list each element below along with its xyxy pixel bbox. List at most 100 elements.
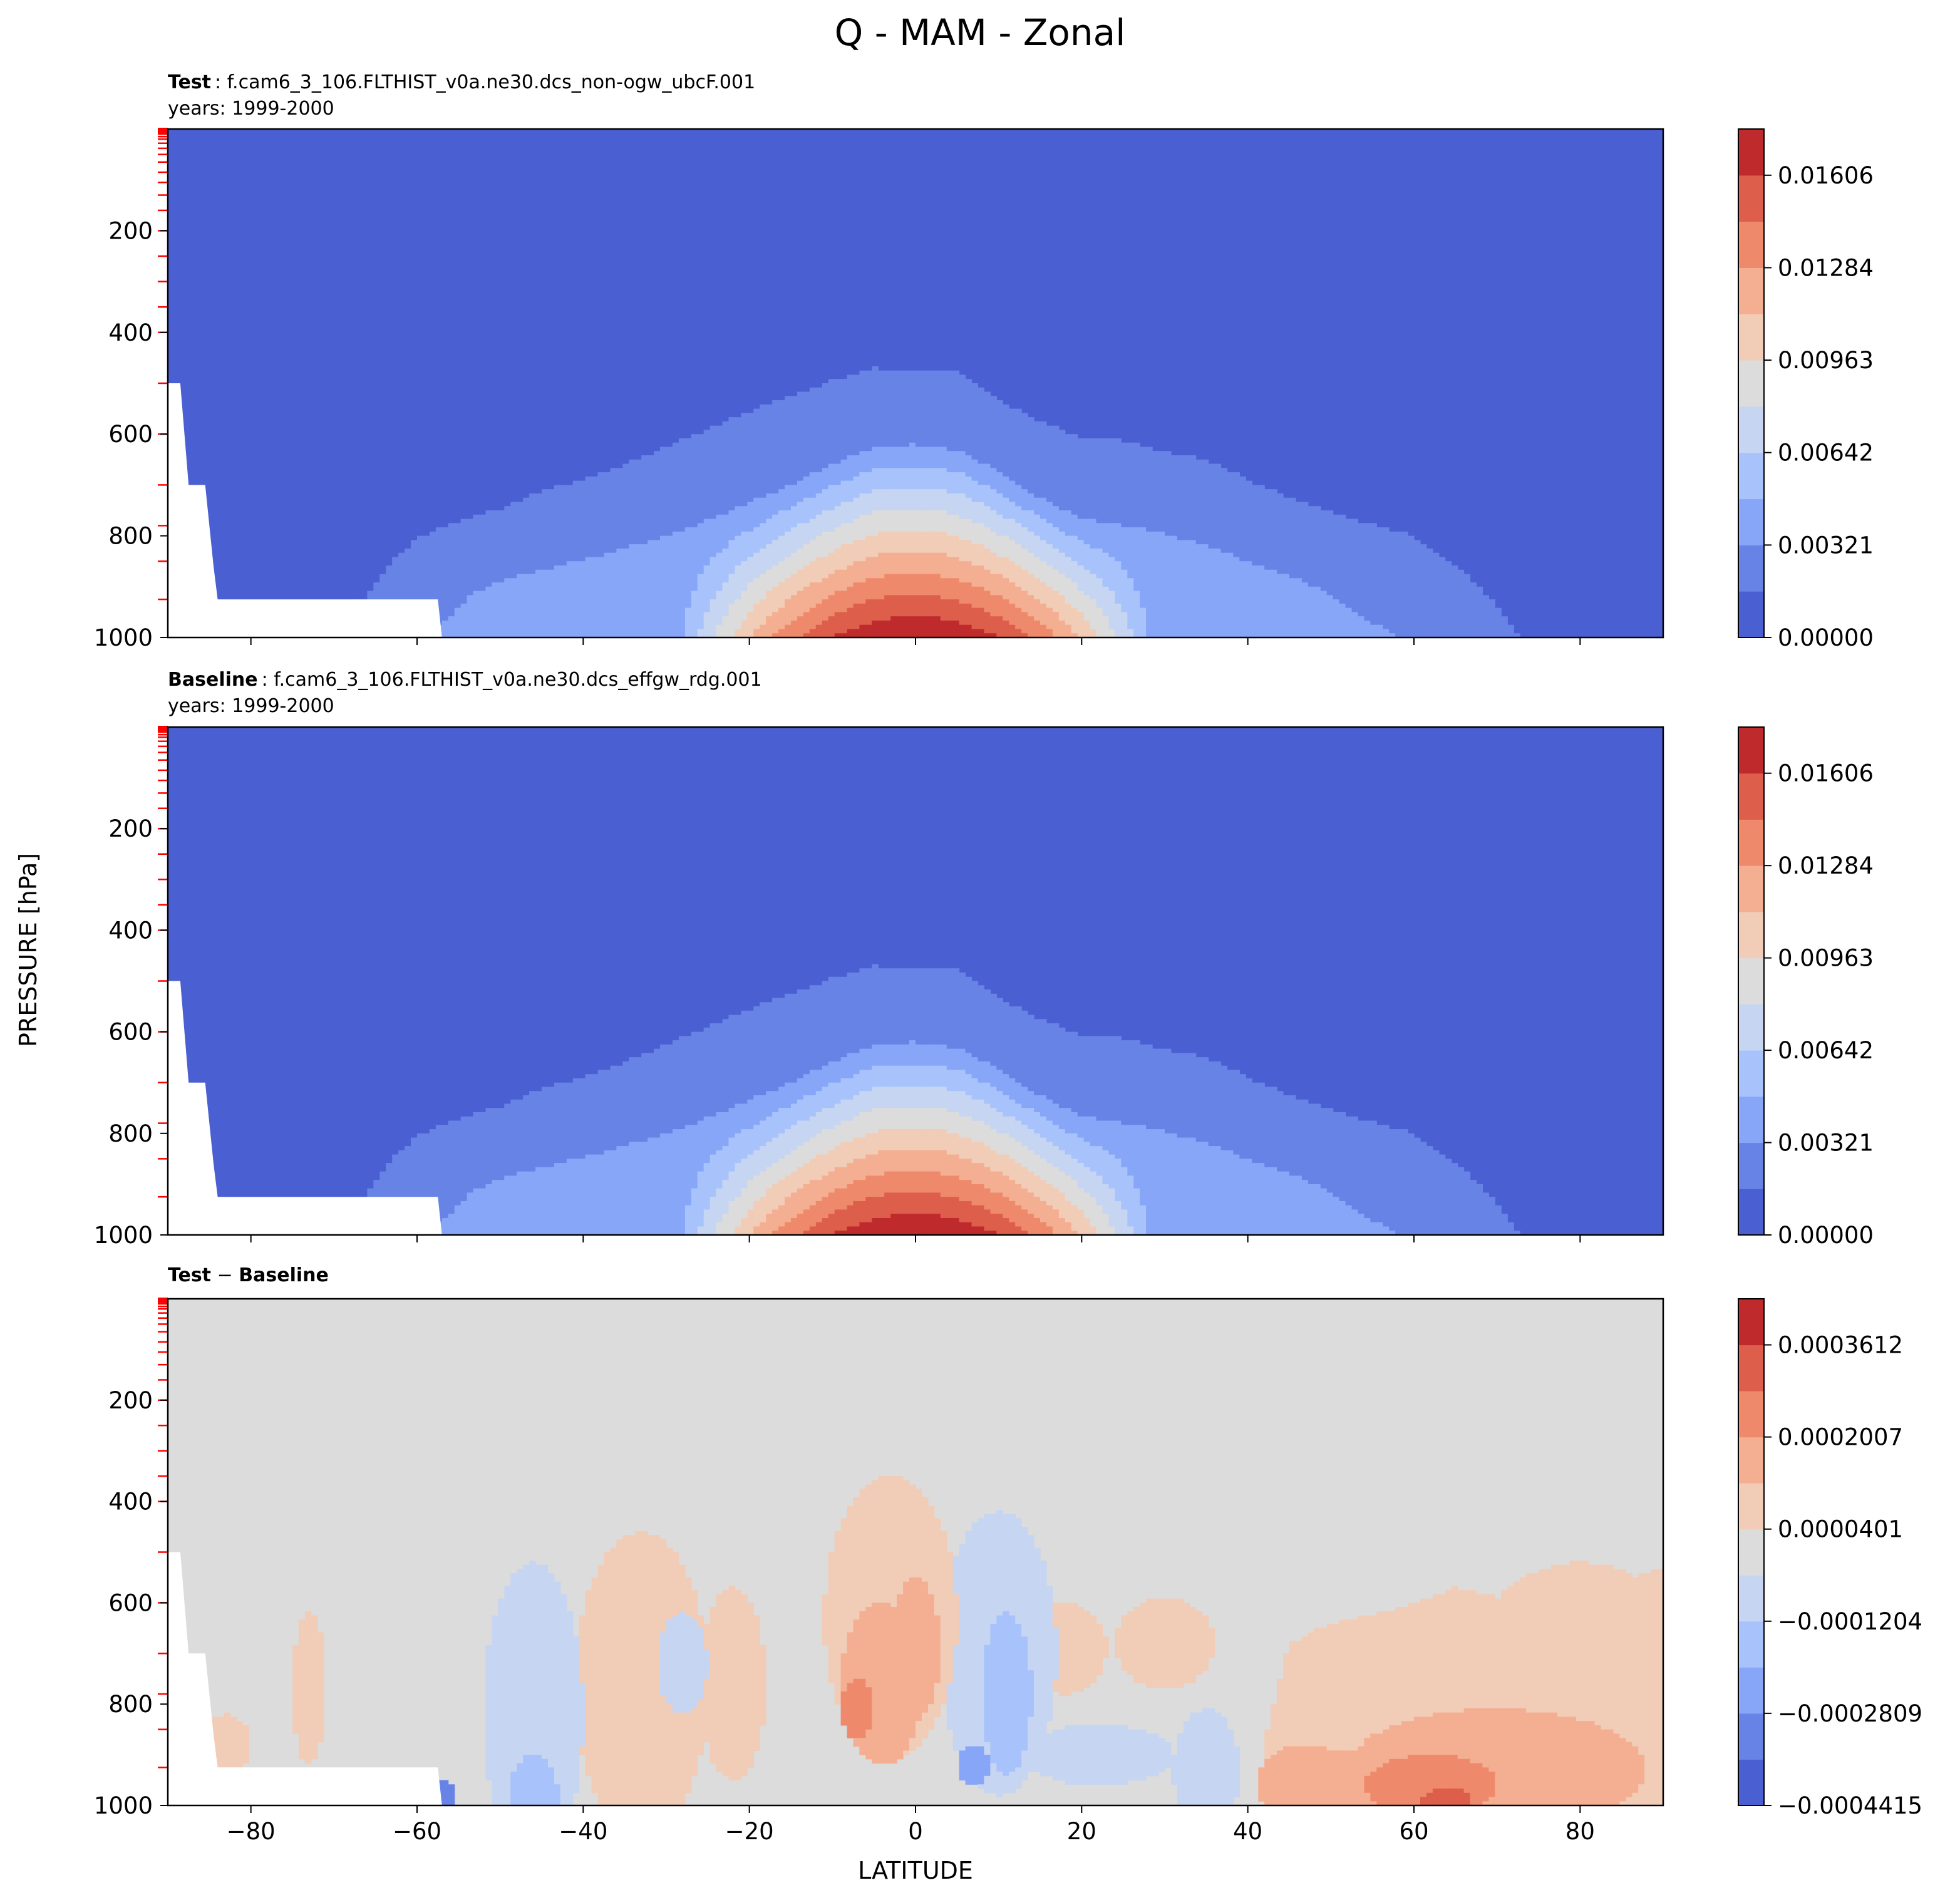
colorbar-tick-label: 0.0003612 (1778, 1332, 1903, 1359)
contour-cell (828, 1214, 835, 1236)
contour-cell (940, 489, 947, 511)
contour-cell (1501, 1590, 1508, 1709)
contour-cell (735, 1197, 741, 1227)
contour-cell (872, 366, 879, 448)
contour-cell (728, 1015, 736, 1108)
contour-cell (809, 1070, 817, 1096)
contour-cell (566, 561, 574, 638)
contour-cell (697, 1120, 704, 1172)
contour-cell (772, 1231, 779, 1236)
contour-cell (1283, 574, 1290, 638)
contour-cell (853, 455, 860, 477)
contour-cell (828, 574, 835, 596)
contour-cell (927, 447, 935, 468)
contour-cell (629, 459, 636, 545)
contour-cell (859, 561, 866, 583)
contour-cell (1364, 523, 1371, 621)
contour-cell (959, 1180, 966, 1202)
contour-cell (753, 578, 760, 604)
contour-cell (1389, 1129, 1396, 1231)
contour-cell (1195, 459, 1203, 545)
contour-cell (678, 1129, 686, 1236)
contour-cell (230, 1717, 237, 1772)
contour-cell (785, 1222, 792, 1236)
contour-cell (909, 1577, 916, 1738)
contour-cell (946, 370, 954, 452)
contour-cell (753, 629, 760, 638)
contour-cell (1289, 1641, 1296, 1747)
contour-cell (984, 1146, 991, 1168)
contour-cell (927, 1129, 935, 1151)
contour-cell (1432, 1594, 1440, 1713)
contour-cell (865, 1484, 872, 1608)
contour-cell (778, 607, 785, 630)
contour-cell (1040, 1137, 1047, 1159)
contour-cell (865, 1091, 872, 1113)
contour-cell (1550, 1564, 1558, 1713)
contour-cell (616, 1539, 623, 1806)
contour-cell (822, 981, 829, 1066)
contour-cell (1220, 1065, 1228, 1151)
contour-cell (840, 591, 848, 612)
contour-cell (934, 1171, 941, 1194)
contour-cell (766, 1214, 773, 1236)
contour-cell (959, 374, 966, 452)
contour-cell (1632, 1746, 1639, 1794)
contour-cell (1009, 603, 1016, 626)
contour-cell (1083, 1116, 1091, 1142)
contour-cell (1034, 1217, 1041, 1236)
contour-cell (865, 599, 872, 626)
contour-cell (778, 998, 785, 1088)
contour-cell (934, 1044, 941, 1066)
x-tick-label: −60 (393, 1818, 441, 1845)
x-axis-label: LATITUDE (858, 1857, 973, 1884)
contour-cell (1501, 616, 1508, 638)
contour-cell (1277, 1091, 1284, 1172)
contour-cell (398, 1150, 405, 1236)
contour-cell (1028, 510, 1034, 532)
contour-cell (517, 1763, 524, 1806)
contour-cell (1052, 548, 1060, 571)
contour-cell (952, 1594, 960, 1646)
contour-cell (728, 1200, 736, 1236)
contour-cell (778, 582, 785, 609)
contour-cell (510, 1573, 517, 1772)
contour-cell (722, 421, 730, 515)
contour-cell (859, 1159, 866, 1180)
contour-cell (815, 387, 823, 473)
contour-cell (890, 1171, 897, 1194)
contour-cell (1046, 1226, 1053, 1236)
contour-cell (984, 506, 991, 528)
contour-cell (927, 1192, 935, 1214)
contour-cell (840, 633, 848, 638)
contour-cell (872, 1480, 879, 1603)
contour-cell (934, 1518, 941, 1616)
contour-cell (1657, 1569, 1664, 1806)
contour-cell (1339, 1200, 1346, 1236)
contour-cell (1052, 591, 1060, 612)
contour-cell (1077, 519, 1085, 540)
contour-cell (654, 451, 661, 540)
contour-cell (709, 557, 717, 600)
contour-cell (803, 565, 810, 587)
contour-cell (1408, 535, 1415, 638)
contour-cell (1021, 1125, 1028, 1147)
contour-cell (897, 595, 904, 617)
contour-cell (927, 595, 935, 617)
contour-cell (785, 510, 792, 532)
contour-cell (1009, 1615, 1016, 1772)
contour-cell (965, 455, 972, 477)
contour-cell (1470, 1708, 1477, 1764)
contour-cell (1015, 607, 1022, 630)
contour-cell (1476, 1184, 1483, 1236)
contour-cell (890, 1129, 897, 1151)
contour-cell (1165, 535, 1172, 638)
contour-cell (872, 599, 879, 621)
contour-cell (703, 1163, 711, 1211)
contour-cell (1252, 565, 1259, 638)
contour-cell (916, 1065, 922, 1088)
contour-cell (1563, 1564, 1571, 1718)
colorbar-segment (1738, 1004, 1764, 1051)
contour-cell (791, 527, 798, 554)
contour-cell (797, 1120, 804, 1147)
